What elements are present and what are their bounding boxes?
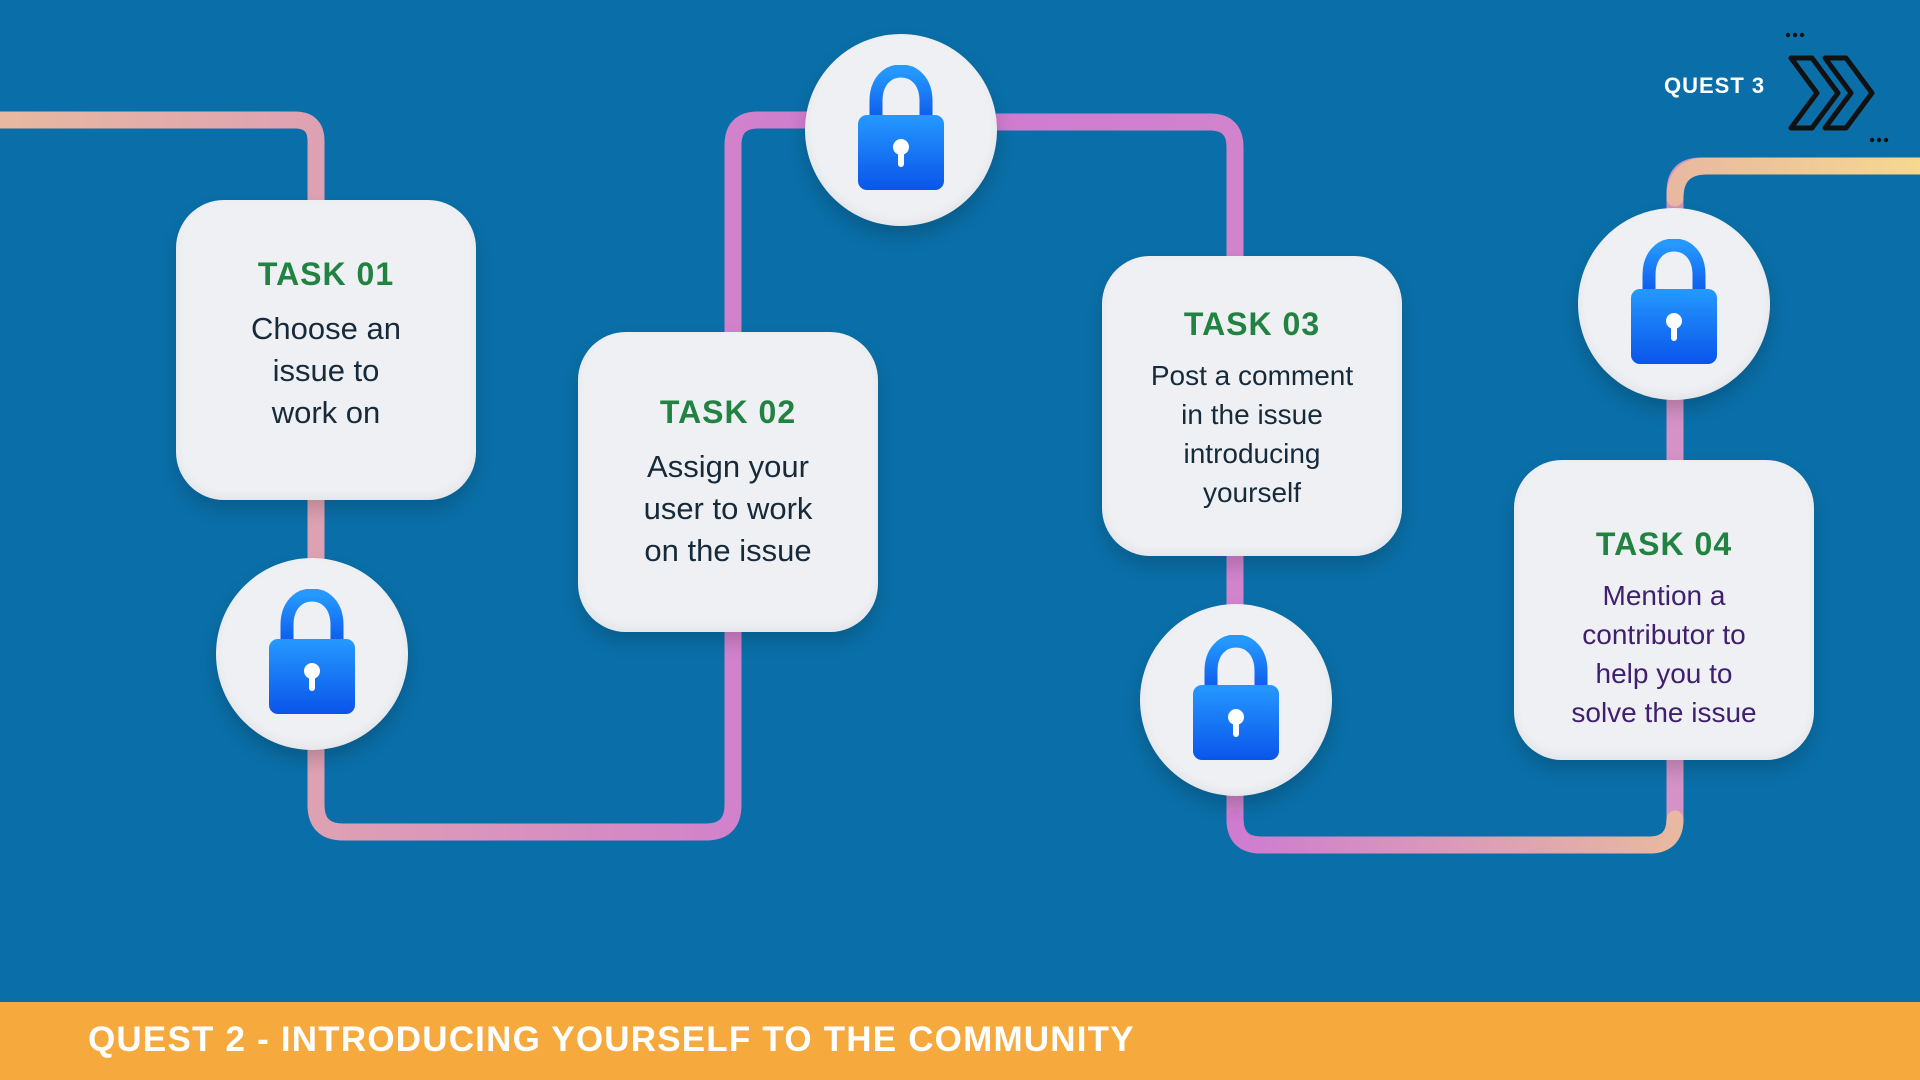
path-segment-lower-right — [1226, 810, 1684, 854]
path-segment-start — [0, 111, 829, 841]
task-04-lock — [1140, 604, 1332, 796]
task-03-description-line-3: introducing — [1183, 438, 1321, 469]
task-04-description-line-3: help you to — [1595, 658, 1733, 689]
task-04-heading: TASK 04 — [1595, 526, 1733, 562]
double-chevron-right-icon[interactable] — [1782, 30, 1892, 145]
task-card-01[interactable]: TASK 01 Choose an issue to work on — [176, 200, 476, 500]
task-card-03[interactable]: TASK 03 Post a comment in the issue intr… — [1102, 256, 1402, 556]
task-03-heading: TASK 03 — [1183, 306, 1321, 342]
task-01-description: Choose an issue to work on — [200, 308, 452, 434]
task-02-description-line-1: Assign your — [647, 449, 809, 484]
task-01-description-line-1: Choose an — [251, 311, 401, 346]
next-quest-label[interactable]: QUEST 3 — [1664, 73, 1766, 98]
task-01-heading: TASK 01 — [257, 256, 395, 292]
task-04-description-line-4: solve the issue — [1571, 697, 1757, 728]
task-03-description: Post a comment in the issue introducing … — [1126, 356, 1378, 512]
task-02-heading: TASK 02 — [659, 394, 797, 430]
task-02-description-line-3: on the issue — [644, 533, 812, 568]
quest-title-banner: QUEST 2 - INTRODUCING YOURSELF TO THE CO… — [0, 1002, 1920, 1080]
task-04-description-line-1: Mention a — [1602, 580, 1726, 611]
task-card-04[interactable]: TASK 04 Mention a contributor to help yo… — [1514, 460, 1814, 760]
task-03-description-line-2: in the issue — [1181, 399, 1323, 430]
lock-icon — [1193, 635, 1279, 760]
task-03-description-line-1: Post a comment — [1150, 360, 1354, 391]
task-02-description: Assign your user to work on the issue — [602, 446, 854, 572]
task-01-description-line-3: work on — [271, 395, 381, 430]
path-segment-end — [1666, 157, 1920, 207]
lock-icon — [269, 589, 355, 714]
lock-icon — [858, 65, 944, 190]
task-02-description-line-2: user to work — [643, 491, 813, 526]
quest-3-lock — [1578, 208, 1770, 400]
task-03-lock — [805, 34, 997, 226]
quest-title: QUEST 2 - INTRODUCING YOURSELF TO THE CO… — [88, 1020, 1135, 1059]
task-01-description-line-2: issue to — [272, 353, 380, 388]
task-04-description: Mention a contributor to help you to sol… — [1538, 576, 1790, 732]
task-03-description-line-4: yourself — [1202, 477, 1302, 508]
task-card-02[interactable]: TASK 02 Assign your user to work on the … — [578, 332, 878, 632]
lock-icon — [1631, 239, 1717, 364]
task-04-description-line-2: contributor to — [1582, 619, 1746, 650]
task-02-lock — [216, 558, 408, 750]
